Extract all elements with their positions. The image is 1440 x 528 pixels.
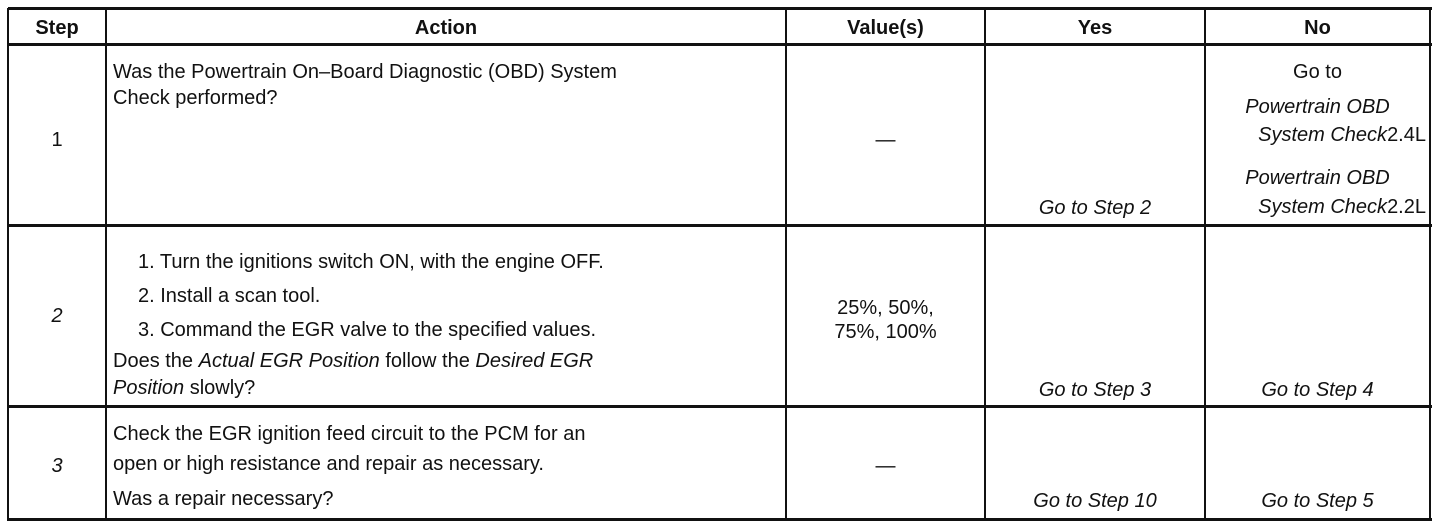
- action-step: 1. Turn the ignitions switch ON, with th…: [138, 251, 604, 273]
- step-number: 3: [51, 455, 63, 477]
- action-text: Check the EGR ignition feed circuit to t…: [113, 423, 586, 445]
- engine-suffix: 2.2L: [1387, 196, 1426, 218]
- no-link[interactable]: Powertrain OBD: [1245, 167, 1390, 189]
- text: Does the: [113, 350, 199, 372]
- header-yes: Yes: [1077, 17, 1113, 39]
- engine-suffix: 2.4L: [1387, 124, 1426, 146]
- divider: [7, 8, 9, 521]
- no-link[interactable]: Go to Step 5: [1261, 490, 1374, 512]
- divider: [1429, 8, 1431, 521]
- link-text: System Check: [1258, 196, 1388, 218]
- no-link[interactable]: Go to Step 4: [1261, 379, 1374, 401]
- action-text: Was the Powertrain On–Board Diagnostic (…: [113, 61, 617, 83]
- action-text: Was a repair necessary?: [113, 488, 334, 510]
- text: Actual EGR Position: [198, 350, 380, 372]
- text: follow the: [379, 350, 476, 372]
- divider: [8, 224, 1432, 227]
- divider: [1204, 8, 1206, 521]
- divider: [8, 43, 1432, 46]
- link-text: System Check: [1258, 124, 1388, 146]
- text: slowly?: [184, 377, 256, 399]
- divider: [984, 8, 986, 521]
- text: Position: [113, 377, 185, 399]
- action-step: 3. Command the EGR valve to the specifie…: [138, 319, 597, 341]
- no-link[interactable]: System Check2.4L: [1208, 123, 1430, 147]
- text: Desired EGR: [475, 350, 594, 372]
- action-text: open or high resistance and repair as ne…: [113, 453, 544, 475]
- value-text: —: [875, 129, 896, 151]
- divider: [8, 518, 1432, 521]
- action-question: Position slowly?: [113, 376, 255, 400]
- header-no: No: [1304, 17, 1331, 39]
- no-link[interactable]: System Check2.2L: [1208, 195, 1430, 219]
- value-text: —: [875, 455, 896, 477]
- header-values: Value(s): [847, 17, 924, 39]
- yes-link[interactable]: Go to Step 2: [1038, 197, 1152, 219]
- step-number: 1: [51, 129, 63, 151]
- action-step: 2. Install a scan tool.: [138, 285, 321, 307]
- header-step: Step: [35, 17, 79, 39]
- divider: [8, 405, 1432, 408]
- value-text: 75%, 100%: [834, 321, 937, 343]
- divider: [8, 7, 1432, 10]
- step-number: 2: [51, 305, 63, 327]
- divider: [105, 8, 107, 521]
- no-link[interactable]: Powertrain OBD: [1245, 96, 1390, 118]
- yes-link[interactable]: Go to Step 3: [1038, 379, 1152, 401]
- header-action: Action: [414, 17, 478, 39]
- yes-link[interactable]: Go to Step 10: [1033, 490, 1157, 512]
- divider: [785, 8, 787, 521]
- action-text: Check performed?: [113, 87, 278, 109]
- action-question: Does the Actual EGR Position follow the …: [113, 349, 593, 373]
- value-text: 25%, 50%,: [837, 297, 934, 319]
- no-text: Go to: [1293, 61, 1342, 83]
